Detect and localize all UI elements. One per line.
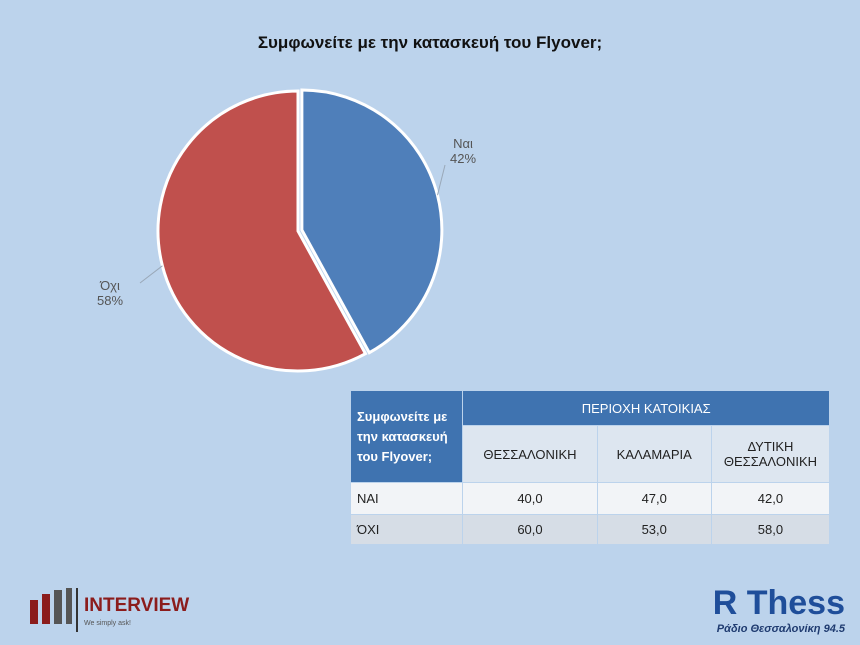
chart-title: Συμφωνείτε με την κατασκευή του Flyover; [258,33,602,52]
logo-bar [54,590,62,624]
logo-bar [66,588,72,624]
logo-bar [30,600,38,624]
slice-category: Όχι [99,278,120,293]
pie-slice [156,89,368,373]
logo-left: INTERVIEW We simply ask! [30,588,189,632]
slice-label: 42% [450,151,476,166]
logo-slogan: We simply ask! [84,620,131,627]
cell: 47,0 [596,482,712,515]
logo-right: R Thess Ράδιο Θεσσαλονίκη 94.5 [713,584,846,635]
row-label: ΌΧΙ [349,514,464,545]
cell: 40,0 [462,482,598,515]
leader-line [436,164,446,196]
logo-sub: Ράδιο Θεσσαλονίκη 94.5 [717,623,846,635]
column-header: ΘΕΣΣΑΛΟΝΙΚΗ [462,425,598,483]
cell: 53,0 [596,514,712,545]
logo-bar [42,594,50,624]
slice-category: Ναι [453,136,473,151]
table-group-header: ΠΕΡΙΟΧΗ ΚΑΤΟΙΚΙΑΣ [462,390,830,426]
logo-name: R Thess [713,584,845,622]
logo-name: INTERVIEW [84,595,189,616]
data-table: Συμφωνείτε με την κατασκευή του Flyover;… [349,390,831,545]
table-corner: Συμφωνείτε με την κατασκευή του Flyover; [349,390,464,483]
cell: 42,0 [710,482,831,515]
slice-label: 58% [97,293,123,308]
cell: 60,0 [462,514,598,545]
column-header: ΔΥΤΙΚΗ ΘΕΣΣΑΛΟΝΙΚΗ [710,425,831,483]
leader-line [139,265,163,284]
row-label: ΝΑΙ [349,482,464,515]
column-header: ΚΑΛΑΜΑΡΙΑ [596,425,712,483]
cell: 58,0 [710,514,831,545]
